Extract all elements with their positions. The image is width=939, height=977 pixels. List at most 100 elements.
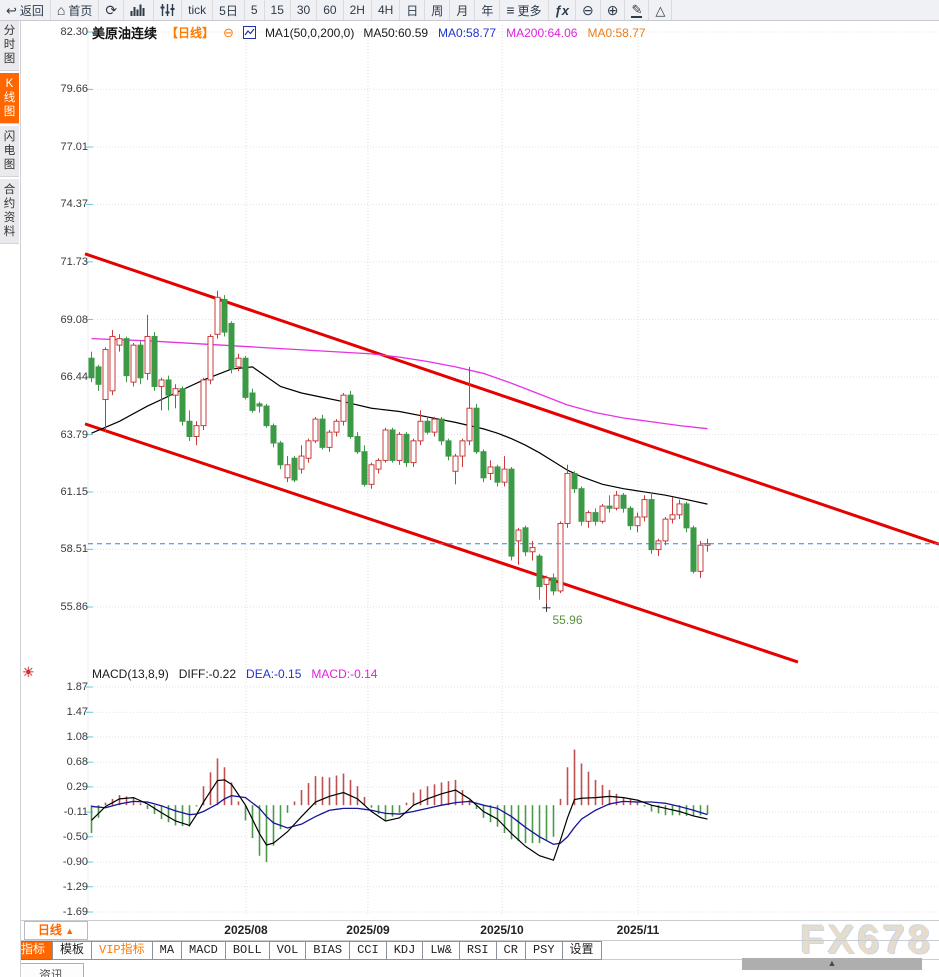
divider-xaxis-top xyxy=(0,920,939,921)
toolbar-more-label: 更多 xyxy=(517,3,542,18)
toolbar-zoom-in-icon[interactable]: ⊕ xyxy=(601,0,626,20)
macd-axis-label: 1.47 xyxy=(66,706,88,719)
low-price-label: 55.96 xyxy=(552,612,583,627)
macd-axis-label: -0.50 xyxy=(62,830,88,843)
toolbar-m30-label: 30 xyxy=(296,3,311,17)
price-axis-label: 74.37 xyxy=(60,198,88,211)
toolbar-day-label: 日 xyxy=(406,3,419,18)
macd-axis-label: -0.90 xyxy=(62,856,88,869)
toolbar-month-label: 月 xyxy=(456,3,469,18)
indicator-tab-rsi[interactable]: RSI xyxy=(458,941,497,960)
toolbar-year-label: 年 xyxy=(481,3,494,18)
toolbar-5d[interactable]: 5日 xyxy=(213,0,245,20)
price-axis-label: 69.08 xyxy=(60,313,88,326)
toolbar-back-label: 返回 xyxy=(19,3,44,18)
price-axis-label: 55.86 xyxy=(60,601,88,613)
macd-axis-label: 0.68 xyxy=(66,756,88,769)
symbol-title: 美原油连续 xyxy=(92,26,158,41)
ma-values: MA50:60.59 MA0:58.77 MA200:64.06 MA0:58.77 xyxy=(363,26,645,40)
macd-macd-value: MACD:-0.14 xyxy=(311,667,378,681)
toolbar-year[interactable]: 年 xyxy=(475,0,501,20)
scroll-handle[interactable]: ▲ xyxy=(742,958,922,970)
toolbar-zoom-out-icon[interactable]: ⊖ xyxy=(576,0,601,20)
indicator-tab-cci[interactable]: CCI xyxy=(349,941,387,960)
macd-axis-label: -1.29 xyxy=(62,880,88,893)
indicator-tab-macd[interactable]: MACD xyxy=(181,941,226,960)
x-axis-date: 2025/09 xyxy=(346,923,390,937)
sidebar-tab-contract-info[interactable]: 合约资料 xyxy=(0,179,19,244)
chart-legend: 美原油连续 【日线】 ⊖ MA1(50,0,200,0) MA50:60.59 M… xyxy=(92,23,646,42)
ma-legend-item-1: MA0:58.77 xyxy=(438,25,497,40)
toolbar-shape-icon[interactable]: △ xyxy=(649,0,673,20)
toolbar-month[interactable]: 月 xyxy=(450,0,476,20)
toolbar-h4-label: 4H xyxy=(377,3,394,17)
macd-axis-label: -1.69 xyxy=(62,906,88,918)
sidebar-tab-kline-chart[interactable]: K线图 xyxy=(0,73,19,124)
collapse-icon[interactable]: ⊖ xyxy=(223,24,234,40)
macd-axis-label: 1.87 xyxy=(66,681,88,693)
macd-axis-label: 0.29 xyxy=(66,780,88,793)
tab-news-partial[interactable]: 资讯 xyxy=(18,963,84,977)
indicator-tab-lw[interactable]: LW& xyxy=(422,941,460,960)
ma-definition: MA1(50,0,200,0) xyxy=(264,25,355,40)
toolbar-m15[interactable]: 15 xyxy=(265,0,291,20)
indicator-tab-template[interactable]: 模板 xyxy=(52,941,93,960)
toolbar-m5[interactable]: 5 xyxy=(245,0,265,20)
left-sidebar: 分时图 K线图闪电图合约资料 xyxy=(0,20,21,977)
price-axis-label: 77.01 xyxy=(60,141,88,154)
indicator-tabbar: 指标 模板 VIP指标 MA MACD BOLL VOL BIAS CCI KDJ LW& RSI CR… xyxy=(13,941,602,960)
toolbar-h2-label: 2H xyxy=(349,3,365,17)
macd-diff-value: DIFF:-0.22 xyxy=(178,667,237,681)
top-toolbar: ↩ 返回 ⌂ 首页 ⟳ tick 5日 5 15 30 60 2H 4H 日周月年 ≡ 更多 ƒx ⊖ ⊕ ✎ △ xyxy=(0,0,939,21)
indicator-tab-indicator[interactable]: 指标 xyxy=(13,941,54,960)
chart-area: 美原油连续 【日线】 ⊖ MA1(50,0,200,0) MA50:60.59 M… xyxy=(0,20,939,977)
indicator-tab-bias[interactable]: BIAS xyxy=(305,941,351,960)
sidebar-tab-time-chart[interactable]: 分时图 xyxy=(0,20,19,71)
indicator-tab-cr[interactable]: CR xyxy=(495,941,526,960)
period-selector-label: 日线 xyxy=(37,923,62,937)
mini-kline-icon[interactable] xyxy=(242,26,256,39)
toolbar-m60[interactable]: 60 xyxy=(317,0,344,20)
price-axis-label: 63.79 xyxy=(60,428,88,441)
price-axis-label: 61.15 xyxy=(60,485,88,498)
indicator-tab-boll[interactable]: BOLL xyxy=(224,941,270,960)
period-tag: 【日线】 xyxy=(166,26,215,40)
x-axis-date: 2025/11 xyxy=(616,923,660,937)
macd-axis-label: 1.08 xyxy=(66,730,88,743)
macd-title: MACD(13,8,9) xyxy=(92,667,169,681)
indicator-tab-kdj[interactable]: KDJ xyxy=(385,941,424,960)
x-axis-date: 2025/10 xyxy=(480,923,524,937)
toolbar-week[interactable]: 周 xyxy=(425,0,451,20)
toolbar-h4[interactable]: 4H xyxy=(372,0,401,20)
toolbar-tick[interactable]: tick xyxy=(182,0,214,20)
toolbar-m30[interactable]: 30 xyxy=(291,0,318,20)
toolbar-back[interactable]: ↩ 返回 xyxy=(0,0,51,20)
indicator-tab-vol[interactable]: VOL xyxy=(268,941,307,960)
toolbar-5d-label: 5日 xyxy=(219,3,238,18)
toolbar-more[interactable]: ≡ 更多 xyxy=(500,0,549,20)
sun-indicator-icon[interactable]: ☀ xyxy=(22,664,35,680)
macd-dea-value: DEA:-0.15 xyxy=(246,667,302,681)
indicator-tab-ma[interactable]: MA xyxy=(151,941,183,960)
toolbar-refresh-icon[interactable]: ⟳ xyxy=(99,0,125,20)
price-axis-label: 82.30 xyxy=(60,26,88,38)
toolbar-indicators-icon[interactable] xyxy=(154,0,183,20)
toolbar-home[interactable]: ⌂ 首页 xyxy=(51,0,100,20)
toolbar-draw-icon[interactable]: ✎ xyxy=(625,0,650,20)
macd-axis-label: -0.11 xyxy=(63,806,88,819)
toolbar-fx-icon[interactable]: ƒx xyxy=(549,0,576,20)
toolbar-kline-icon[interactable] xyxy=(124,0,155,20)
toolbar-h2[interactable]: 2H xyxy=(344,0,372,20)
sidebar-tab-lightning-chart[interactable]: 闪电图 xyxy=(0,126,19,177)
price-axis-label: 71.73 xyxy=(60,255,88,268)
toolbar-m5-label: 5 xyxy=(250,3,258,17)
indicator-tab-vip-indicator[interactable]: VIP指标 xyxy=(91,941,153,960)
toolbar-day[interactable]: 日 xyxy=(400,0,426,20)
indicator-tab-settings[interactable]: 设置 xyxy=(561,941,602,960)
period-selector[interactable]: 日线 ▲ xyxy=(24,921,88,940)
price-axis-label: 66.44 xyxy=(60,370,88,383)
indicator-tab-psy[interactable]: PSY xyxy=(524,941,563,960)
toolbar-m15-label: 15 xyxy=(270,3,284,17)
toolbar-tick-label: tick xyxy=(188,3,207,17)
